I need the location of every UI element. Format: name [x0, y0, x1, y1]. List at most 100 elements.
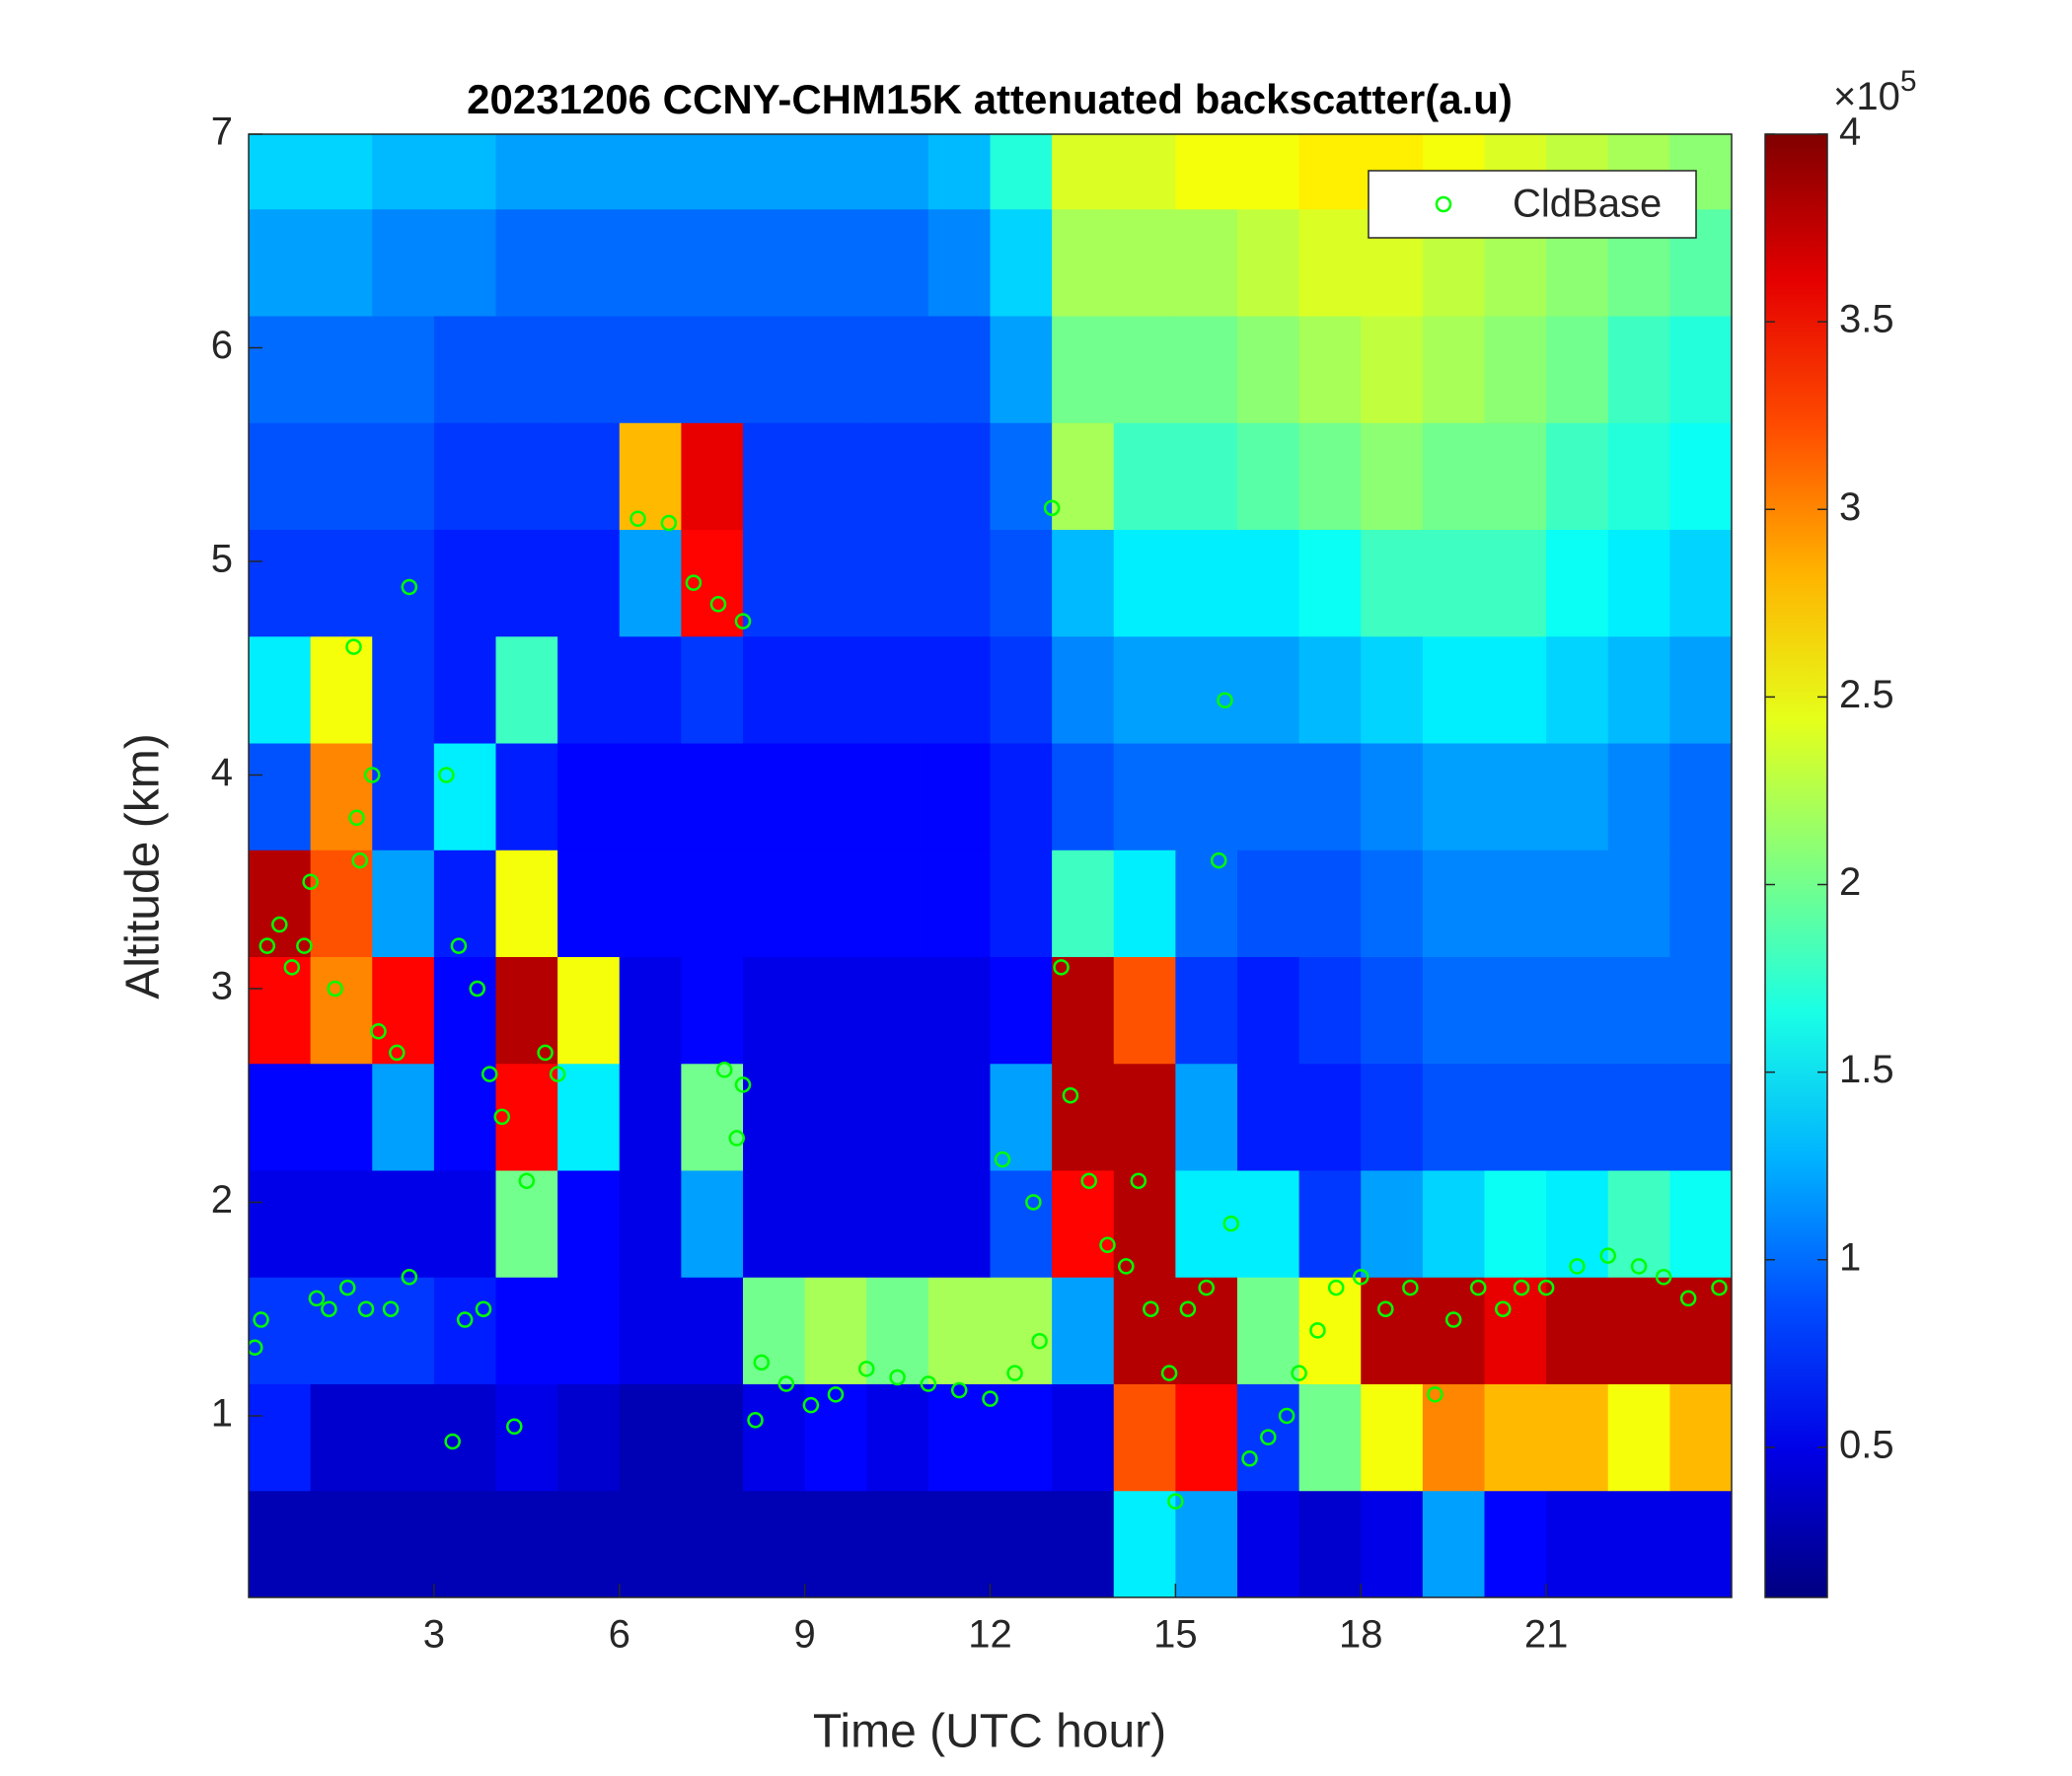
cloud-base-point [1278, 1407, 1295, 1425]
heatmap-cell [743, 316, 806, 423]
heatmap-cell [1361, 316, 1424, 423]
heatmap-cell [804, 850, 867, 958]
heatmap-cell [1546, 743, 1609, 851]
cloud-base-point [1711, 1279, 1728, 1296]
heatmap-cell [1237, 529, 1300, 637]
cloud-base-point [685, 574, 703, 591]
heatmap-cell [927, 134, 991, 210]
cloud-base-point [982, 1390, 999, 1407]
heatmap [249, 134, 1732, 1597]
heatmap-cell [1175, 316, 1238, 423]
heatmap-cell [1175, 529, 1238, 637]
heatmap-cell [1422, 956, 1485, 1065]
cloud-base-point [1427, 1386, 1443, 1403]
heatmap-cell [804, 208, 867, 317]
heatmap-cell [1361, 956, 1424, 1065]
heatmap-cell [249, 850, 312, 958]
cloud-base-point [1080, 1172, 1097, 1190]
heatmap-cell [990, 208, 1053, 317]
heatmap-cell [1669, 529, 1732, 637]
cloud-base-point [1599, 1247, 1616, 1264]
colorbar-tick-label: 2.5 [1839, 673, 1894, 716]
heatmap-cell [1298, 422, 1362, 531]
heatmap-cell [1113, 1490, 1176, 1597]
heatmap-cell [1175, 422, 1238, 531]
heatmap-cell [804, 1170, 867, 1278]
heatmap-cell [1113, 208, 1176, 317]
heatmap-cell [1237, 1490, 1300, 1597]
cloud-base-point [493, 1108, 511, 1126]
heatmap-cell [619, 635, 682, 744]
heatmap-cell [1361, 743, 1424, 851]
cloud-base-point [475, 1300, 492, 1317]
multiplier-base: ×10 [1833, 75, 1900, 118]
heatmap-cell [1669, 316, 1732, 423]
cloud-base-point [481, 1066, 498, 1082]
heatmap-cell [619, 1277, 682, 1385]
heatmap-cell [743, 1383, 806, 1492]
heatmap-cell [557, 1383, 621, 1492]
heatmap-cell [1669, 743, 1732, 851]
heatmap-cell [1175, 208, 1238, 317]
heatmap-cell [619, 316, 682, 423]
heatmap-cell [866, 956, 929, 1065]
heatmap-cell [619, 1383, 682, 1492]
heatmap-cell [743, 1277, 806, 1385]
heatmap-cell [1607, 1277, 1670, 1385]
colorbar-tick-label: 4 [1839, 111, 1861, 154]
heatmap-cell [681, 1383, 744, 1492]
heatmap-cell [866, 1383, 929, 1492]
heatmap-cell [866, 850, 929, 958]
heatmap-cell [1175, 956, 1238, 1065]
heatmap-cell [866, 1277, 929, 1385]
heatmap-cell [990, 1490, 1053, 1597]
heatmap-cell [1298, 1383, 1362, 1492]
heatmap-cell [372, 316, 435, 423]
cloud-base-point [348, 809, 365, 827]
heatmap-cell [1546, 1383, 1609, 1492]
heatmap-cell [1175, 1490, 1238, 1597]
cloud-base-point [1053, 959, 1070, 976]
heatmap-cell [619, 1490, 682, 1597]
heatmap-cell [1052, 529, 1115, 637]
heatmap-cell [1546, 1170, 1609, 1278]
heatmap-cell [990, 1277, 1053, 1385]
heatmap-cell [310, 1383, 373, 1492]
heatmap-cell [927, 316, 991, 423]
heatmap-cell [804, 1490, 867, 1597]
heatmap-cell [990, 635, 1053, 744]
heatmap-cell [433, 956, 496, 1065]
heatmap-cell [1607, 529, 1670, 637]
heatmap-cell [743, 208, 806, 317]
cloud-base-point [1513, 1279, 1530, 1296]
y-tick-label: 5 [211, 538, 233, 581]
heatmap-cell [557, 208, 621, 317]
x-axis-label: Time (UTC hour) [813, 1706, 1166, 1758]
x-tick-label: 9 [794, 1613, 816, 1657]
heatmap-cell [310, 1277, 373, 1385]
heatmap-cell [681, 1277, 744, 1385]
cloud-base-point [1210, 851, 1227, 869]
heatmap-cell [804, 743, 867, 851]
heatmap-cell [1237, 743, 1300, 851]
cloud-base-point [1099, 1236, 1116, 1254]
heatmap-cell [743, 743, 806, 851]
cloud-base-point [802, 1396, 820, 1414]
y-tick-label: 2 [211, 1178, 233, 1221]
heatmap-cell [495, 1490, 558, 1597]
heatmap-cell [1052, 1490, 1115, 1597]
cloud-base-point [537, 1044, 554, 1062]
heatmap-cell [1113, 1383, 1176, 1492]
heatmap-cell [372, 422, 435, 531]
heatmap-cell [1669, 1490, 1732, 1597]
heatmap-cell [1361, 1063, 1424, 1171]
y-axis-label: Altitude (km) [117, 733, 170, 999]
heatmap-cell [866, 422, 929, 531]
heatmap-cell [1052, 1063, 1115, 1171]
cloud-base-point [734, 613, 752, 629]
heatmap-cell [310, 134, 373, 210]
heatmap-cell [1422, 635, 1485, 744]
heatmap-cell [1113, 316, 1176, 423]
heatmap-cell [990, 422, 1053, 531]
heatmap-cell [990, 956, 1053, 1065]
